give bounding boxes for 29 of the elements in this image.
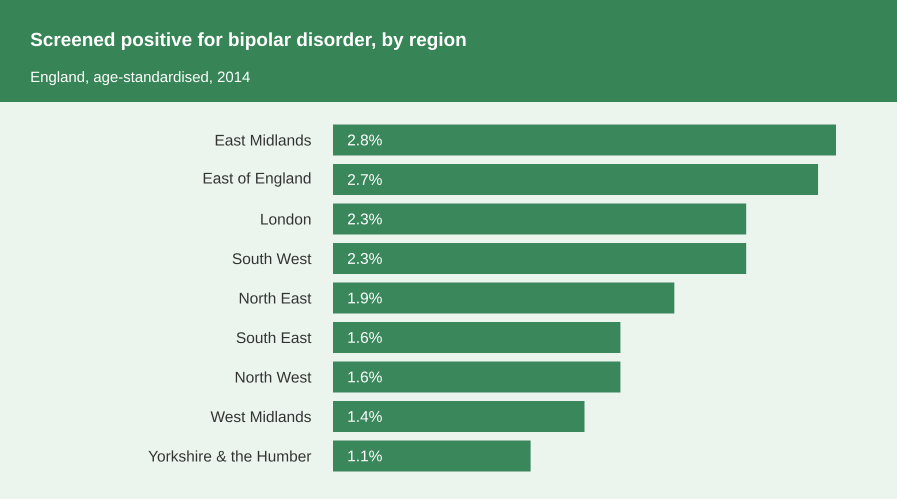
y-tick-label: East of England (204, 172, 310, 187)
data-label: 2.3% (348, 214, 382, 224)
bar (333, 322, 620, 353)
y-tick-label: North East (240, 292, 312, 304)
y-tick-label: West Midlands (210, 410, 311, 422)
bar (333, 164, 818, 195)
bar (333, 124, 836, 156)
data-label: 1.4% (348, 411, 382, 422)
data-label: 2.3% (348, 253, 382, 264)
data-label: 1.6% (348, 372, 382, 382)
text: England, age-standardised, 2014 (31, 71, 250, 86)
y-tick-label: London (261, 213, 310, 225)
data-label: 1.6% (348, 332, 382, 343)
y-tick-label: South East (236, 332, 312, 344)
y-tick-label: South West (232, 252, 312, 264)
bar (333, 242, 746, 274)
data-label: 1.1% (348, 450, 382, 462)
data-label: 1.9% (348, 292, 382, 304)
data-label: 2.7% (348, 174, 382, 185)
y-tick-label: East Midlands (216, 134, 311, 146)
y-tick-label: North West (236, 371, 312, 383)
bar (333, 400, 585, 432)
bar (333, 282, 674, 314)
bar (333, 361, 620, 392)
data-label: 2.8% (348, 134, 382, 146)
bar (333, 440, 531, 472)
chart-title: Screened positive for bipolar disorder, by region (30, 32, 466, 50)
bar (333, 204, 746, 234)
y-tick-label: Yorkshire & the Humber (148, 450, 312, 462)
